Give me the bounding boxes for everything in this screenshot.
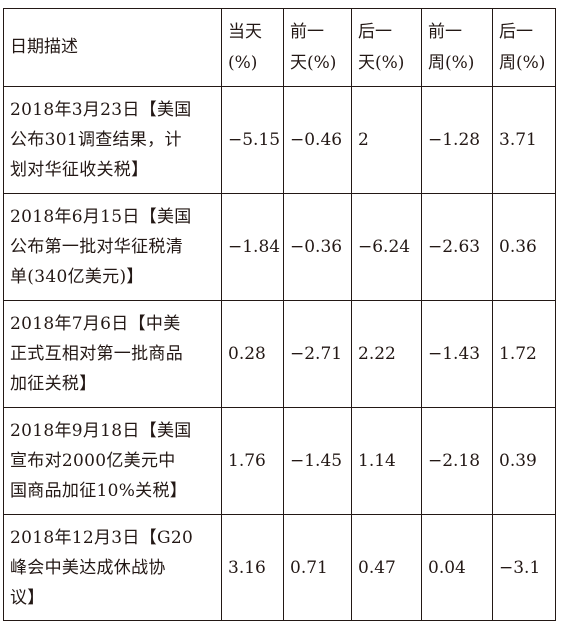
next-day-change: −6.24 [351,193,422,301]
header-unit: 天(%) [290,52,337,73]
event-description: 2018年3月23日【美国 公布301调查结果，计 划对华征收关税】 [3,86,222,194]
header-previous-day: 前一 天(%) [283,8,352,87]
header-label: 后一 [499,21,533,42]
same-day-change: 0.28 [221,300,284,408]
description-line: 划对华征收关税】 [10,160,149,180]
header-label: 后一 [358,21,392,42]
table-row: 2018年3月23日【美国 公布301调查结果，计 划对华征收关税】 −5.15… [3,86,556,194]
same-day-change: 3.16 [221,514,284,621]
next-week-change: 0.39 [492,407,556,515]
next-day-change: 2 [351,86,422,194]
description-line: 议】 [10,587,45,608]
next-day-change: 1.14 [351,407,422,515]
previous-week-change: −1.28 [421,86,493,194]
description-line: 国商品加征10%关税】 [10,481,188,501]
previous-day-change: −2.71 [283,300,352,408]
header-unit: (%) [228,52,258,73]
previous-day-change: −1.45 [283,407,352,515]
previous-week-change: −2.18 [421,407,493,515]
next-week-change: −3.1 [492,514,556,621]
table-row: 2018年6月15日【美国 公布第一批对华征税清 单(340亿美元)】 −1.8… [3,193,556,301]
previous-week-change: 0.04 [421,514,493,621]
next-week-change: 1.72 [492,300,556,408]
description-line: 单(340亿美元)】 [10,267,144,287]
description-line: 宣布对2000亿美元中 [10,451,176,471]
header-label: 前一 [290,21,324,42]
header-label: 前一 [428,21,462,42]
header-next-day: 后一 天(%) [351,8,422,87]
description-line: 公布301调查结果，计 [10,130,182,150]
previous-day-change: −0.46 [283,86,352,194]
description-line: 加征关税】 [10,374,97,394]
table-header-row: 日期描述 当天 (%) 前一 天(%) 后一 天(%) 前一 周(%) 后一 周… [3,8,556,87]
market-reaction-table: 日期描述 当天 (%) 前一 天(%) 后一 天(%) 前一 周(%) 后一 周… [3,8,556,621]
header-label: 当天 [228,21,262,42]
description-line: 2018年7月6日【中美 [10,314,181,334]
table-row: 2018年9月18日【美国 宣布对2000亿美元中 国商品加征10%关税】 1.… [3,407,556,515]
description-line: 2018年12月3日【G20 [10,527,194,548]
description-line: 2018年6月15日【美国 [10,207,192,227]
event-description: 2018年12月3日【G20 峰会中美达成休战协 议】 [3,514,222,621]
header-next-week: 后一 周(%) [492,8,556,87]
header-unit: 周(%) [428,52,475,73]
event-description: 2018年6月15日【美国 公布第一批对华征税清 单(340亿美元)】 [3,193,222,301]
previous-week-change: −2.63 [421,193,493,301]
description-line: 正式互相对第一批商品 [10,344,183,364]
description-line: 2018年3月23日【美国 [10,100,192,120]
event-description: 2018年7月6日【中美 正式互相对第一批商品 加征关税】 [3,300,222,408]
header-unit: 天(%) [358,52,405,73]
event-description: 2018年9月18日【美国 宣布对2000亿美元中 国商品加征10%关税】 [3,407,222,515]
header-label: 日期描述 [10,37,78,57]
same-day-change: −5.15 [221,86,284,194]
next-day-change: 0.47 [351,514,422,621]
table-row: 2018年12月3日【G20 峰会中美达成休战协 议】 3.16 0.71 0.… [3,514,556,621]
header-same-day: 当天 (%) [221,8,284,87]
description-line: 公布第一批对华征税清 [10,237,183,257]
next-week-change: 0.36 [492,193,556,301]
header-date-description: 日期描述 [3,8,222,87]
table-row: 2018年7月6日【中美 正式互相对第一批商品 加征关税】 0.28 −2.71… [3,300,556,408]
description-line: 2018年9月18日【美国 [10,421,192,441]
previous-day-change: 0.71 [283,514,352,621]
next-day-change: 2.22 [351,300,422,408]
same-day-change: −1.84 [221,193,284,301]
previous-week-change: −1.43 [421,300,493,408]
description-line: 峰会中美达成休战协 [10,557,166,578]
next-week-change: 3.71 [492,86,556,194]
header-unit: 周(%) [499,52,546,73]
header-previous-week: 前一 周(%) [421,8,493,87]
same-day-change: 1.76 [221,407,284,515]
previous-day-change: −0.36 [283,193,352,301]
